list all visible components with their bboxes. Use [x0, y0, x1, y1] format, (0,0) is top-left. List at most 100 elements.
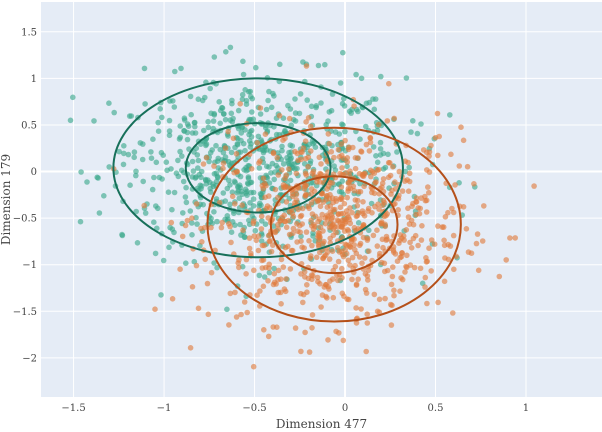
- scatter-point: [195, 305, 202, 312]
- scatter-point: [283, 224, 290, 231]
- scatter-point: [380, 150, 387, 157]
- scatter-point: [351, 242, 358, 248]
- scatter-point: [219, 219, 225, 226]
- scatter-point: [184, 217, 191, 224]
- scatter-point: [194, 221, 200, 227]
- scatter-point: [349, 209, 355, 216]
- scatter-point: [222, 116, 229, 123]
- scatter-point: [322, 281, 329, 288]
- scatter-point: [259, 147, 266, 153]
- scatter-point: [338, 184, 345, 190]
- scatter-point: [276, 112, 283, 119]
- scatter-point: [246, 245, 253, 252]
- scatter-point: [141, 202, 147, 209]
- scatter-point: [481, 203, 487, 209]
- scatter-point: [317, 281, 323, 287]
- scatter-point: [435, 152, 441, 159]
- scatter-point: [197, 182, 203, 189]
- scatter-point: [214, 264, 220, 271]
- scatter-point: [67, 117, 74, 124]
- scatter-point: [259, 242, 266, 249]
- scatter-point: [237, 101, 243, 107]
- scatter-point: [159, 176, 165, 182]
- scatter-point: [354, 197, 361, 204]
- scatter-point: [211, 112, 218, 118]
- y-tick-label: −1.5: [13, 307, 37, 318]
- scatter-point: [356, 254, 363, 260]
- scatter-point: [342, 246, 349, 253]
- scatter-point: [473, 240, 480, 247]
- scatter-point: [358, 75, 365, 82]
- scatter-point: [339, 165, 345, 171]
- scatter-point: [303, 155, 309, 162]
- scatter-point: [404, 252, 410, 259]
- scatter-point: [296, 110, 303, 117]
- scatter-point: [292, 118, 299, 124]
- scatter-point: [246, 235, 253, 241]
- scatter-point: [220, 160, 227, 166]
- scatter-point: [361, 183, 367, 190]
- scatter-point: [316, 154, 323, 161]
- scatter-point: [271, 176, 278, 183]
- scatter-point: [347, 244, 353, 250]
- scatter-point: [445, 209, 451, 216]
- scatter-point: [265, 333, 272, 340]
- scatter-point: [363, 141, 370, 148]
- scatter-point: [406, 221, 413, 227]
- scatter-point: [260, 175, 267, 182]
- scatter-point: [150, 136, 156, 142]
- scatter-point: [282, 175, 288, 182]
- scatter-point: [187, 93, 194, 100]
- scatter-point: [217, 146, 223, 153]
- scatter-point: [323, 121, 330, 128]
- scatter-point: [435, 299, 441, 306]
- scatter-point: [347, 205, 353, 211]
- scatter-point: [303, 192, 309, 199]
- scatter-point: [279, 147, 285, 154]
- scatter-point: [367, 139, 374, 146]
- scatter-point: [233, 151, 240, 157]
- scatter-point: [293, 187, 299, 194]
- scatter-point: [320, 199, 327, 205]
- scatter-point: [371, 106, 378, 113]
- scatter-point: [352, 165, 359, 172]
- scatter-point: [355, 108, 361, 115]
- scatter-point: [343, 170, 350, 176]
- scatter-point: [402, 158, 409, 164]
- scatter-point: [289, 143, 296, 149]
- scatter-point: [337, 80, 344, 86]
- scatter-point: [250, 363, 257, 370]
- scatter-point: [250, 116, 257, 122]
- scatter-point: [291, 161, 297, 167]
- scatter-point: [422, 197, 429, 204]
- scatter-point: [240, 71, 247, 78]
- scatter-point: [326, 196, 333, 202]
- scatter-point: [385, 151, 391, 158]
- scatter-point: [237, 221, 243, 228]
- scatter-point: [249, 95, 256, 102]
- scatter-point: [401, 237, 407, 243]
- scatter-point: [288, 247, 295, 254]
- scatter-point: [257, 105, 264, 111]
- scatter-point: [301, 245, 308, 251]
- scatter-point: [205, 124, 212, 131]
- scatter-point: [391, 287, 397, 294]
- scatter-point: [178, 65, 184, 72]
- scatter-point: [96, 210, 103, 216]
- scatter-point: [249, 109, 255, 115]
- scatter-point: [434, 110, 441, 117]
- scatter-point: [308, 191, 315, 197]
- scatter-point: [236, 195, 243, 201]
- scatter-point: [405, 214, 412, 220]
- scatter-point: [159, 114, 165, 121]
- scatter-point: [426, 245, 432, 251]
- scatter-point: [345, 185, 352, 192]
- scatter-point: [272, 228, 278, 235]
- scatter-point: [345, 257, 352, 264]
- scatter-point: [403, 263, 409, 270]
- scatter-point: [184, 121, 191, 127]
- scatter-point: [463, 226, 470, 232]
- scatter-point: [294, 165, 300, 172]
- scatter-point: [313, 254, 320, 261]
